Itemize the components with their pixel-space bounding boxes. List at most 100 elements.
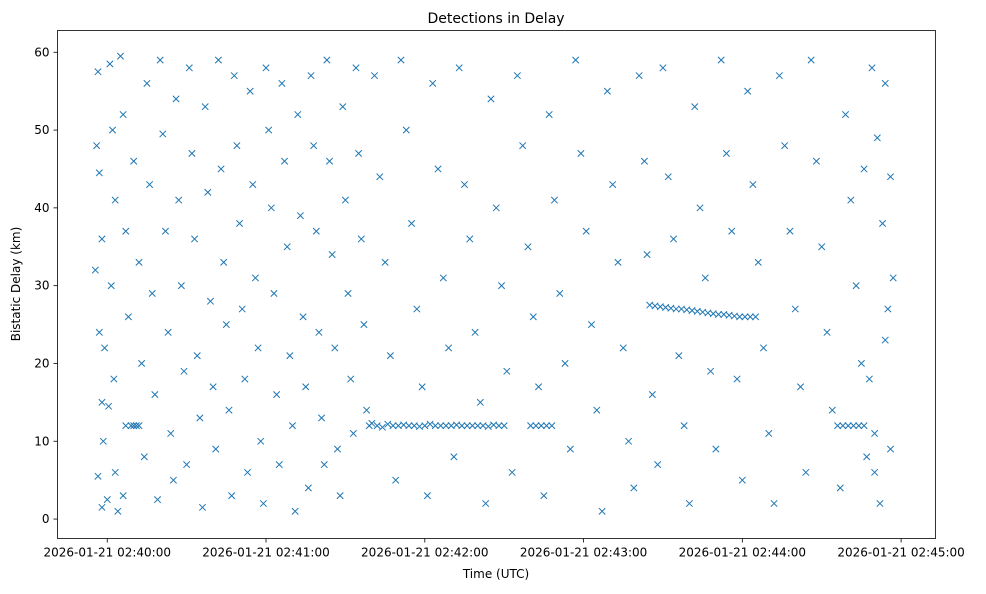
data-point — [344, 289, 352, 297]
data-point — [336, 492, 344, 500]
data-point — [333, 445, 342, 453]
data-point — [860, 422, 868, 430]
data-point — [312, 227, 320, 235]
data-point — [423, 492, 431, 500]
data-point — [107, 282, 115, 290]
data-point — [540, 492, 548, 500]
data-point — [640, 157, 648, 165]
data-point — [707, 367, 715, 375]
data-point — [754, 258, 762, 266]
data-point — [217, 165, 225, 173]
data-point — [267, 204, 275, 212]
data-point — [691, 103, 699, 111]
data-point — [101, 344, 109, 352]
data-point — [733, 375, 741, 383]
data-point — [355, 149, 363, 157]
data-point — [476, 398, 484, 406]
data-point — [458, 422, 466, 430]
data-point — [759, 344, 768, 352]
data-point — [193, 352, 201, 360]
data-point — [188, 149, 196, 157]
data-point — [132, 422, 140, 430]
data-point — [328, 250, 336, 259]
data-point — [413, 305, 421, 313]
data-point — [463, 422, 471, 430]
data-point — [765, 429, 773, 438]
data-point — [98, 503, 106, 511]
data-point — [94, 472, 102, 480]
chart-title: Detections in Delay — [427, 11, 564, 27]
data-point — [222, 321, 230, 329]
data-point — [886, 445, 895, 453]
data-point — [746, 313, 754, 321]
data-point — [434, 165, 442, 173]
data-point — [675, 352, 683, 360]
y-tick-label: 0 — [42, 512, 50, 526]
data-point — [460, 180, 469, 189]
data-point — [807, 56, 815, 64]
data-point — [852, 282, 860, 290]
data-point — [455, 64, 463, 72]
data-point — [736, 313, 744, 321]
data-point — [320, 461, 328, 469]
data-point — [352, 64, 360, 72]
x-tick-label: 2026-01-21 02:45:00 — [837, 546, 964, 560]
data-point — [325, 157, 334, 165]
data-point — [233, 142, 241, 150]
data-point — [624, 437, 633, 445]
y-tick-label: 10 — [34, 434, 49, 448]
data-point — [130, 157, 138, 165]
data-point — [508, 468, 516, 476]
data-point — [278, 79, 286, 87]
data-point — [672, 305, 680, 313]
data-point — [791, 305, 799, 313]
data-point — [164, 328, 172, 336]
data-point — [378, 423, 387, 431]
data-point — [191, 235, 199, 243]
data-point — [103, 496, 111, 504]
data-point — [302, 383, 310, 391]
data-point — [868, 64, 876, 72]
data-point — [243, 468, 252, 476]
data-point — [823, 328, 831, 336]
data-point — [307, 72, 315, 80]
data-point — [545, 110, 553, 119]
data-point — [249, 180, 257, 189]
data-point — [275, 461, 283, 469]
data-point — [138, 359, 146, 368]
data-point — [296, 212, 304, 220]
data-point — [106, 60, 114, 68]
y-tick-label: 40 — [34, 201, 49, 215]
data-point — [294, 110, 302, 119]
data-point — [310, 142, 318, 150]
data-point — [254, 344, 262, 352]
data-point — [871, 468, 879, 476]
data-point — [857, 359, 865, 368]
data-point — [288, 422, 297, 430]
data-point — [717, 56, 725, 64]
data-point — [550, 196, 559, 204]
data-point — [373, 422, 381, 430]
y-tick-label: 30 — [34, 279, 49, 293]
data-point — [844, 422, 852, 430]
data-point — [265, 126, 273, 134]
data-point — [812, 157, 820, 165]
data-point — [847, 196, 855, 204]
data-point — [172, 95, 180, 103]
data-point — [537, 422, 545, 430]
data-point — [397, 56, 405, 64]
data-point — [246, 87, 254, 95]
data-point — [855, 422, 863, 430]
data-point — [116, 52, 125, 60]
data-point — [685, 499, 693, 508]
data-point — [738, 476, 746, 484]
data-point — [386, 352, 394, 360]
data-point — [796, 383, 805, 391]
data-point — [619, 344, 627, 352]
data-point — [609, 180, 617, 189]
data-point — [384, 420, 392, 428]
data-point — [786, 227, 794, 235]
data-point — [466, 235, 474, 243]
data-point — [111, 468, 119, 476]
data-point — [532, 422, 540, 430]
